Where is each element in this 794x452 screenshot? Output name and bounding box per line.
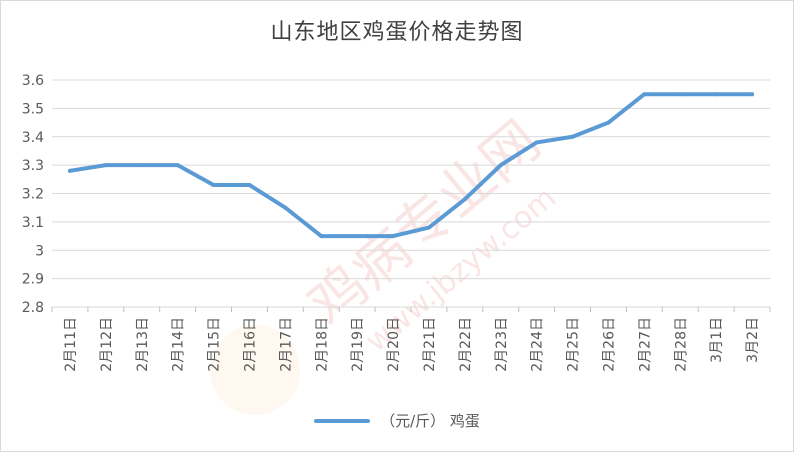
y-tick-label: 3.6: [22, 73, 44, 89]
x-tick-label: 2月11日: [63, 317, 79, 372]
x-tick-label: 2月28日: [673, 317, 689, 372]
legend: （元/斤） 鸡蛋: [0, 410, 794, 431]
y-tick-label: 3.1: [22, 215, 44, 231]
x-tick-label: 2月14日: [171, 317, 187, 372]
data-point: [319, 234, 324, 239]
y-tick-label: 3: [35, 243, 44, 259]
y-tick-label: 3.3: [22, 158, 44, 174]
series-line: [67, 92, 755, 239]
x-tick-label: 3月1日: [709, 317, 725, 363]
y-tick-label: 3.4: [22, 130, 44, 146]
x-tick-label: 2月18日: [314, 317, 330, 372]
x-tick-label: 2月23日: [494, 317, 510, 372]
data-point: [678, 92, 683, 97]
legend-label: （元/斤） 鸡蛋: [380, 412, 480, 430]
x-tick-label: 2月21日: [422, 317, 438, 372]
data-point: [67, 168, 72, 173]
x-tick-label: 2月15日: [207, 317, 223, 372]
x-tick-label: 2月26日: [601, 317, 617, 372]
data-point: [211, 182, 216, 187]
data-point: [750, 92, 755, 97]
data-point: [426, 225, 431, 230]
data-point: [103, 163, 108, 168]
x-tick-label: 2月13日: [135, 317, 151, 372]
x-tick-label: 2月17日: [278, 317, 294, 372]
y-tick-label: 2.9: [22, 272, 44, 288]
x-tick-label: 2月27日: [637, 317, 653, 372]
data-point: [570, 134, 575, 139]
data-point: [714, 92, 719, 97]
data-point: [642, 92, 647, 97]
data-point: [534, 140, 539, 145]
x-tick-label: 2月24日: [530, 317, 546, 372]
y-tick-label: 3.2: [22, 187, 44, 203]
data-point: [283, 205, 288, 210]
legend-swatch: [314, 418, 371, 423]
y-tick-label: 2.8: [22, 300, 44, 316]
data-point: [498, 163, 503, 168]
data-point: [462, 197, 467, 202]
x-tick-label: 2月25日: [566, 317, 582, 372]
x-tick-label: 2月16日: [242, 317, 258, 372]
chart-title: 山东地区鸡蛋价格走势图: [270, 20, 524, 45]
data-point: [391, 234, 396, 239]
x-tick-label: 2月22日: [458, 317, 474, 372]
x-tick-label: 2月19日: [350, 317, 366, 372]
x-tick-label: 3月2日: [745, 317, 761, 363]
data-point: [247, 182, 252, 187]
data-point: [355, 234, 360, 239]
data-point: [606, 120, 611, 125]
y-tick-label: 3.5: [22, 101, 44, 117]
x-tick-label: 2月20日: [386, 317, 402, 372]
data-point: [175, 163, 180, 168]
x-tick-label: 2月12日: [99, 317, 115, 372]
data-point: [139, 163, 144, 168]
